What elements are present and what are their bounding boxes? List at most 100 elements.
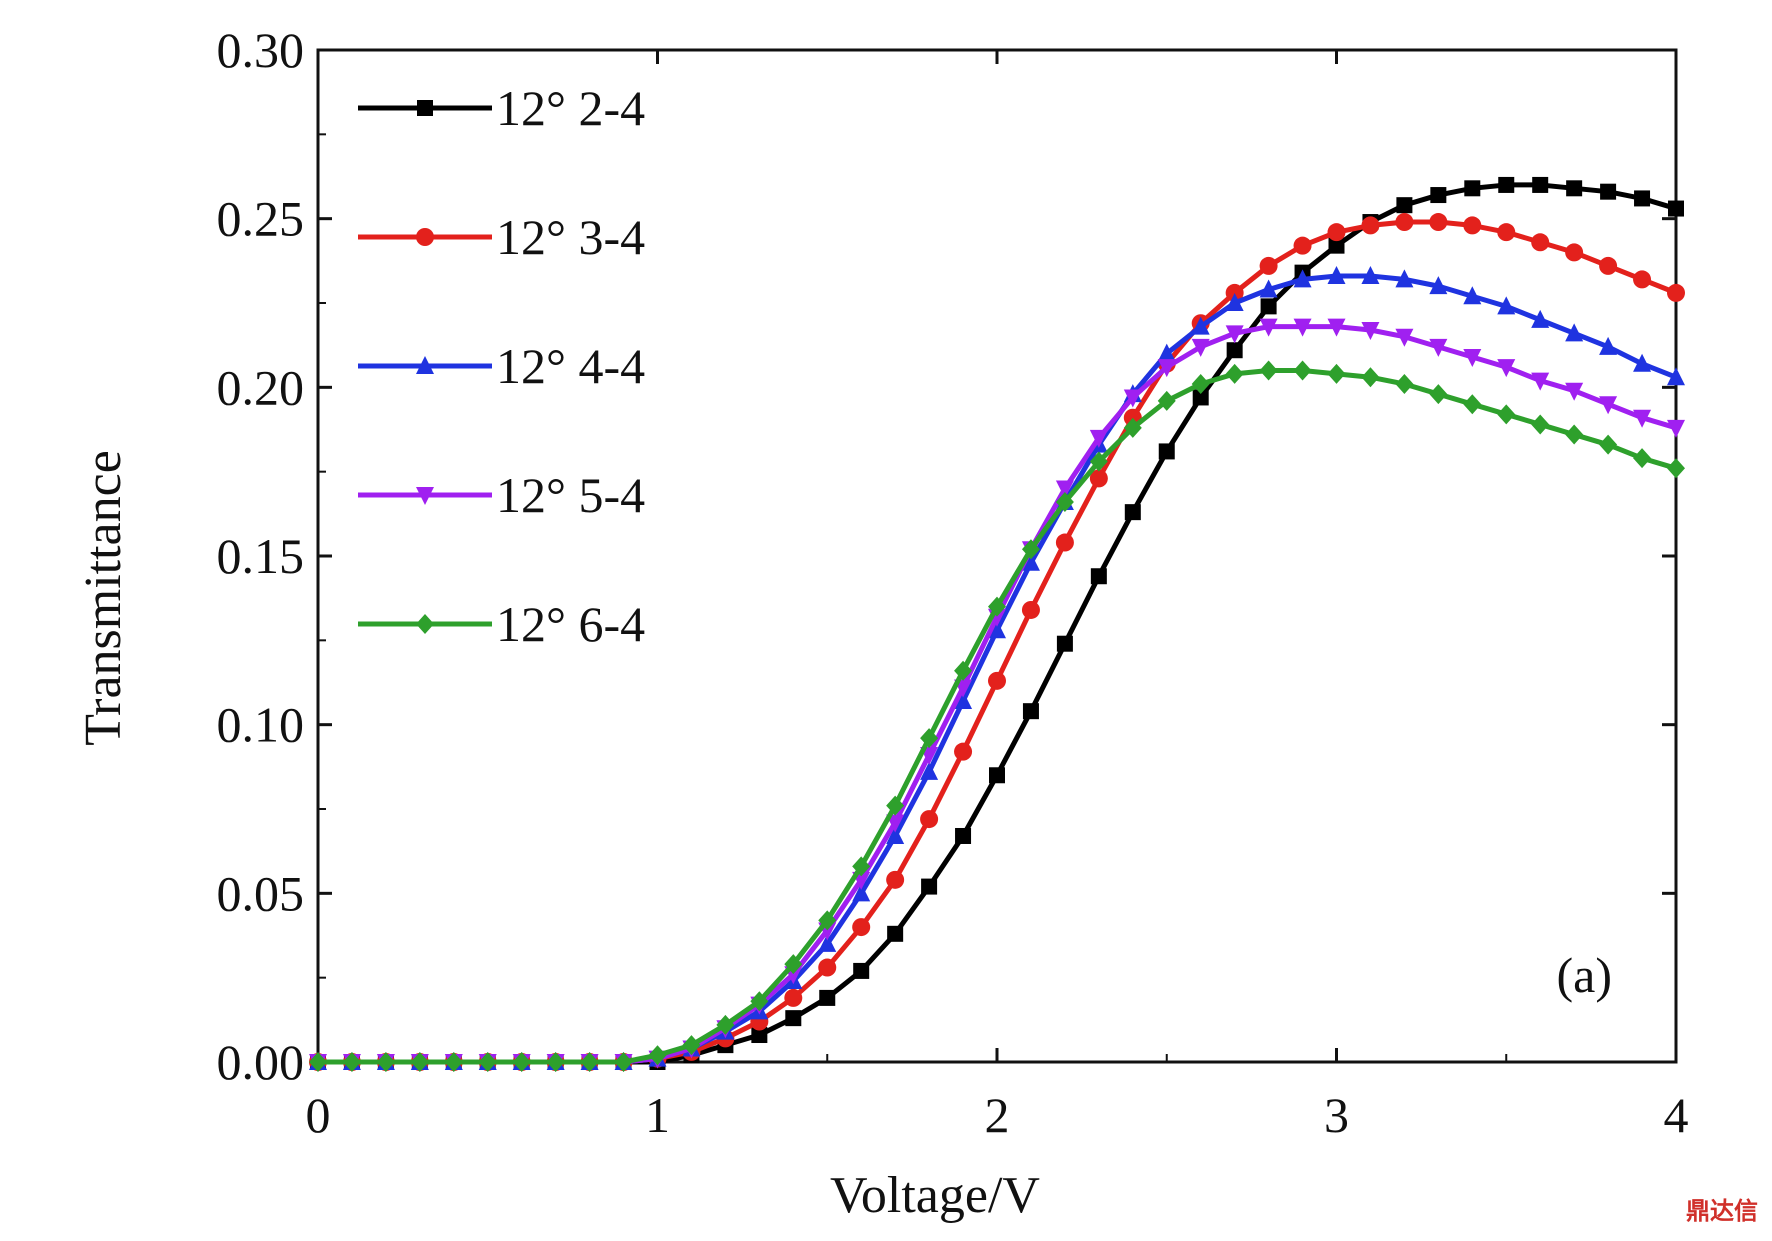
data-point (886, 870, 905, 889)
data-point (1259, 318, 1278, 337)
data-point (1531, 372, 1550, 391)
data-point (1090, 568, 1107, 585)
legend-label: 12° 2-4 (496, 80, 645, 136)
data-point (1293, 360, 1312, 381)
data-point (818, 958, 837, 977)
data-point (750, 991, 769, 1012)
legend-entry: 12° 5-4 (358, 467, 645, 523)
data-point (1633, 448, 1652, 469)
x-tick-label: 3 (1324, 1087, 1349, 1143)
x-tick-label: 1 (645, 1087, 670, 1143)
data-point (1429, 213, 1448, 232)
series-4 (309, 318, 1685, 1072)
data-point (1056, 635, 1073, 652)
data-point (1667, 419, 1685, 438)
data-point (1668, 200, 1684, 217)
data-point (580, 1052, 599, 1072)
panel-annotation: (a) (1557, 947, 1613, 1003)
data-point (1429, 384, 1448, 405)
data-point (1634, 190, 1651, 207)
legend-marker (416, 356, 434, 374)
data-point (1327, 266, 1346, 285)
watermark-logo: 鼎达信 (1686, 1197, 1758, 1225)
series-line (318, 324, 1677, 1065)
legend-marker (417, 100, 433, 116)
x-tick-label: 0 (306, 1087, 331, 1143)
data-point (1361, 367, 1380, 388)
data-point (1361, 216, 1380, 235)
legend-marker (416, 487, 434, 505)
data-point (1463, 216, 1482, 235)
data-point (1021, 600, 1040, 619)
data-point (512, 1052, 531, 1072)
data-point (342, 1052, 361, 1072)
data-point (1157, 390, 1176, 411)
data-point (751, 1027, 768, 1044)
data-point (1327, 318, 1346, 337)
data-point (1327, 363, 1346, 384)
data-point (1599, 434, 1618, 455)
y-axis-title: Transmittance (75, 450, 132, 746)
data-point (920, 810, 939, 829)
data-point (1260, 298, 1277, 315)
data-point (1089, 469, 1108, 488)
data-point (410, 1052, 429, 1072)
data-point (920, 761, 939, 780)
data-point (1259, 360, 1278, 381)
data-point (716, 1014, 735, 1035)
series-5 (309, 360, 1685, 1072)
data-point (1430, 187, 1447, 204)
data-point (1021, 539, 1040, 560)
data-point (1259, 279, 1278, 298)
data-point (1225, 325, 1244, 344)
y-tick-label: 0.05 (217, 865, 305, 921)
data-point (886, 825, 905, 844)
data-point (1599, 336, 1618, 355)
data-point (1055, 533, 1074, 552)
legend-label: 12° 4-4 (496, 338, 645, 394)
data-point (1565, 382, 1584, 401)
data-point (614, 1052, 633, 1072)
data-point (988, 671, 1006, 690)
data-point (1463, 286, 1482, 305)
legend-entry: 12° 4-4 (358, 338, 645, 394)
data-point (1565, 243, 1584, 262)
data-point (1157, 343, 1176, 362)
data-point (1327, 223, 1346, 242)
data-point (1361, 321, 1380, 340)
data-point (853, 962, 870, 979)
data-point (1022, 703, 1039, 720)
data-point (376, 1052, 395, 1072)
x-axis-title: Voltage/V (830, 1167, 1040, 1224)
data-point (309, 1052, 327, 1072)
data-point (1225, 283, 1244, 302)
data-point (886, 795, 905, 816)
data-point (1021, 552, 1040, 571)
y-tick-label: 0.25 (217, 191, 305, 247)
data-point (1192, 389, 1209, 406)
data-point (887, 925, 904, 942)
data-point (818, 910, 837, 931)
legend-label: 12° 3-4 (496, 209, 645, 265)
data-point (1463, 394, 1482, 415)
data-point (1395, 213, 1414, 232)
data-point (1497, 296, 1516, 315)
legend-marker (416, 228, 434, 246)
data-point (1395, 373, 1414, 394)
x-tick-label: 2 (985, 1087, 1010, 1143)
data-point (818, 933, 837, 952)
legend: 12° 2-4 12° 3-4 12° 4-4 12° 5-4 12° 6-4 (358, 80, 645, 652)
data-point (682, 1035, 701, 1056)
data-point (1429, 338, 1448, 357)
data-point (1191, 373, 1210, 394)
data-point (1089, 429, 1108, 448)
plot-frame (316, 48, 1678, 1064)
data-point (1055, 480, 1074, 499)
legend-label: 12° 5-4 (496, 467, 645, 523)
legend-entry: 12° 6-4 (358, 596, 645, 652)
y-tick-label: 0.20 (217, 359, 305, 415)
data-point (852, 883, 871, 902)
data-point (1633, 270, 1652, 289)
